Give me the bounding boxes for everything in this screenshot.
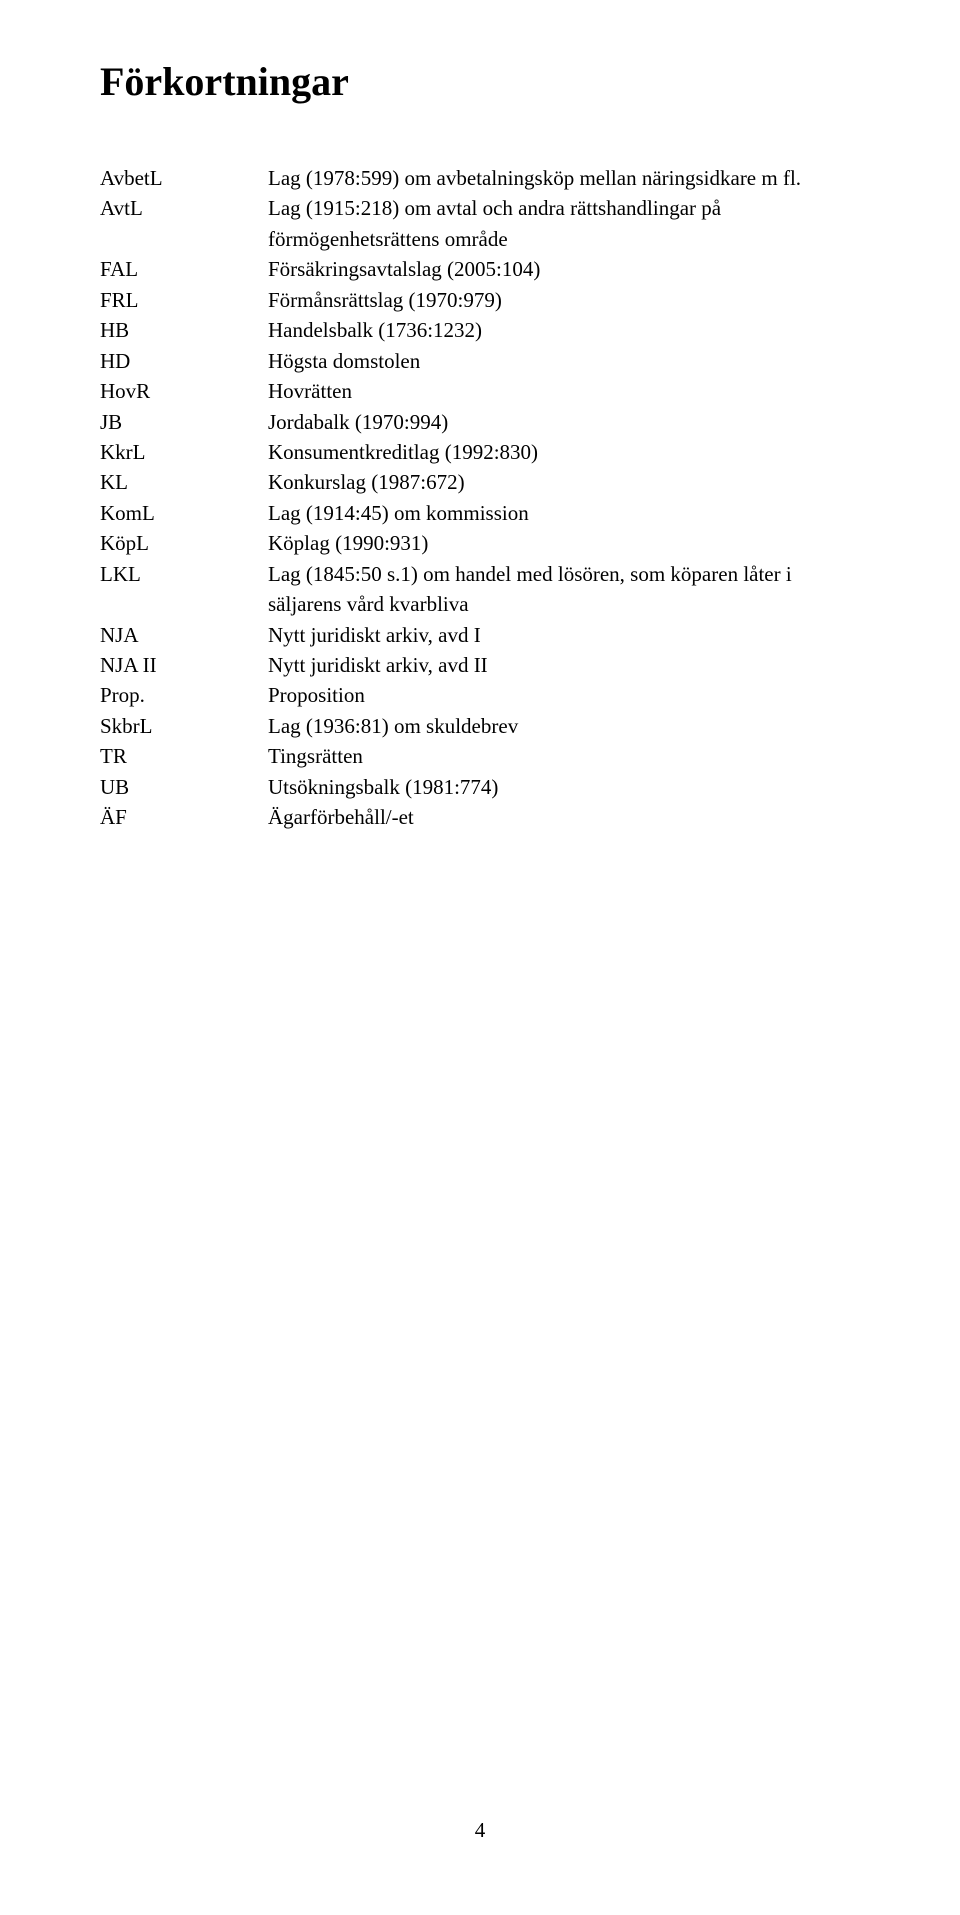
table-row: KöpLKöplag (1990:931) — [100, 528, 860, 558]
page-title: Förkortningar — [100, 58, 860, 105]
table-row: KLKonkurslag (1987:672) — [100, 467, 860, 497]
abbrev-term: KkrL — [100, 437, 268, 467]
abbrev-definition: Förmånsrättslag (1970:979) — [268, 285, 860, 315]
abbrev-term: KL — [100, 467, 268, 497]
abbrev-definition: Lag (1978:599) om avbetalningsköp mellan… — [268, 163, 860, 193]
table-row: AvbetLLag (1978:599) om avbetalningsköp … — [100, 163, 860, 193]
abbrev-definition: Utsökningsbalk (1981:774) — [268, 772, 860, 802]
abbrev-term: FAL — [100, 254, 268, 284]
abbrev-term: AvbetL — [100, 163, 268, 193]
abbrev-definition: Högsta domstolen — [268, 346, 860, 376]
abbrev-definition: Lag (1914:45) om kommission — [268, 498, 860, 528]
abbrev-definition: Lag (1915:218) om avtal och andra rättsh… — [268, 193, 860, 254]
table-row: HovRHovrätten — [100, 376, 860, 406]
abbreviations-body: AvbetLLag (1978:599) om avbetalningsköp … — [100, 163, 860, 833]
page-number: 4 — [0, 1818, 960, 1843]
abbrev-term: AvtL — [100, 193, 268, 254]
abbrev-definition: Handelsbalk (1736:1232) — [268, 315, 860, 345]
abbrev-term: TR — [100, 741, 268, 771]
abbrev-term: HB — [100, 315, 268, 345]
abbrev-term: ÄF — [100, 802, 268, 832]
table-row: FALFörsäkringsavtalslag (2005:104) — [100, 254, 860, 284]
abbrev-term: JB — [100, 407, 268, 437]
abbrev-term: HD — [100, 346, 268, 376]
abbrev-definition: Köplag (1990:931) — [268, 528, 860, 558]
abbrev-term: FRL — [100, 285, 268, 315]
table-row: SkbrLLag (1936:81) om skuldebrev — [100, 711, 860, 741]
abbrev-term: SkbrL — [100, 711, 268, 741]
table-row: NJANytt juridiskt arkiv, avd I — [100, 620, 860, 650]
abbrev-definition: Lag (1936:81) om skuldebrev — [268, 711, 860, 741]
table-row: HBHandelsbalk (1736:1232) — [100, 315, 860, 345]
abbrev-definition: Försäkringsavtalslag (2005:104) — [268, 254, 860, 284]
abbrev-definition: Jordabalk (1970:994) — [268, 407, 860, 437]
abbreviations-table: AvbetLLag (1978:599) om avbetalningsköp … — [100, 163, 860, 833]
abbrev-term: NJA — [100, 620, 268, 650]
abbrev-definition: Lag (1845:50 s.1) om handel med lösören,… — [268, 559, 860, 620]
table-row: KomLLag (1914:45) om kommission — [100, 498, 860, 528]
table-row: AvtLLag (1915:218) om avtal och andra rä… — [100, 193, 860, 254]
abbrev-definition: Konsumentkreditlag (1992:830) — [268, 437, 860, 467]
abbrev-definition: Ägarförbehåll/-et — [268, 802, 860, 832]
abbrev-term: Prop. — [100, 680, 268, 710]
abbrev-definition: Konkurslag (1987:672) — [268, 467, 860, 497]
table-row: FRLFörmånsrättslag (1970:979) — [100, 285, 860, 315]
table-row: ÄFÄgarförbehåll/-et — [100, 802, 860, 832]
abbrev-term: KöpL — [100, 528, 268, 558]
abbrev-definition: Tingsrätten — [268, 741, 860, 771]
table-row: HDHögsta domstolen — [100, 346, 860, 376]
abbrev-term: KomL — [100, 498, 268, 528]
abbrev-definition: Nytt juridiskt arkiv, avd I — [268, 620, 860, 650]
table-row: NJA IINytt juridiskt arkiv, avd II — [100, 650, 860, 680]
table-row: UBUtsökningsbalk (1981:774) — [100, 772, 860, 802]
abbrev-term: UB — [100, 772, 268, 802]
abbrev-definition: Hovrätten — [268, 376, 860, 406]
table-row: TRTingsrätten — [100, 741, 860, 771]
table-row: JBJordabalk (1970:994) — [100, 407, 860, 437]
table-row: LKLLag (1845:50 s.1) om handel med lösör… — [100, 559, 860, 620]
abbrev-term: NJA II — [100, 650, 268, 680]
abbrev-term: LKL — [100, 559, 268, 620]
abbrev-definition: Proposition — [268, 680, 860, 710]
table-row: Prop.Proposition — [100, 680, 860, 710]
abbrev-term: HovR — [100, 376, 268, 406]
abbrev-definition: Nytt juridiskt arkiv, avd II — [268, 650, 860, 680]
table-row: KkrLKonsumentkreditlag (1992:830) — [100, 437, 860, 467]
